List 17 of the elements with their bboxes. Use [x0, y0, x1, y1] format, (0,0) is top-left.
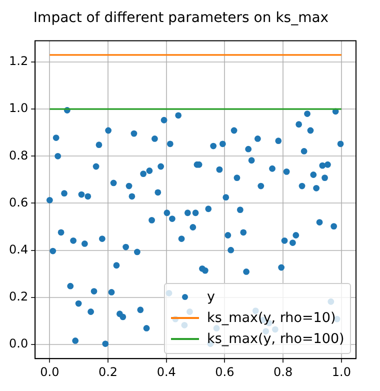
y-tick-label: 1.0	[8, 101, 28, 116]
y-tick-label: 1.2	[8, 54, 28, 68]
x-tick-label: 0.2	[98, 364, 118, 379]
legend-label: ks_max(y, rho=100)	[207, 331, 344, 348]
x-tick-label: 0.8	[274, 364, 293, 379]
y-tick-label: 0.4	[8, 242, 28, 256]
x-tick-label: 0.6	[215, 364, 234, 379]
y-tick-label: 0.0	[8, 336, 28, 351]
legend-label: ks_max(y, rho=10)	[207, 310, 336, 326]
x-tick-label: 0.0	[40, 364, 60, 379]
chart-title: Impact of different parameters on ks_max	[33, 10, 329, 26]
y-tick-label: 0.6	[8, 195, 28, 210]
legend-label: y	[207, 289, 215, 306]
x-tick-label: 0.4	[156, 364, 176, 379]
x-tick-label: 1.0	[332, 364, 351, 379]
y-tick-label: 0.8	[8, 148, 28, 162]
y-tick-label: 0.2	[8, 290, 28, 304]
